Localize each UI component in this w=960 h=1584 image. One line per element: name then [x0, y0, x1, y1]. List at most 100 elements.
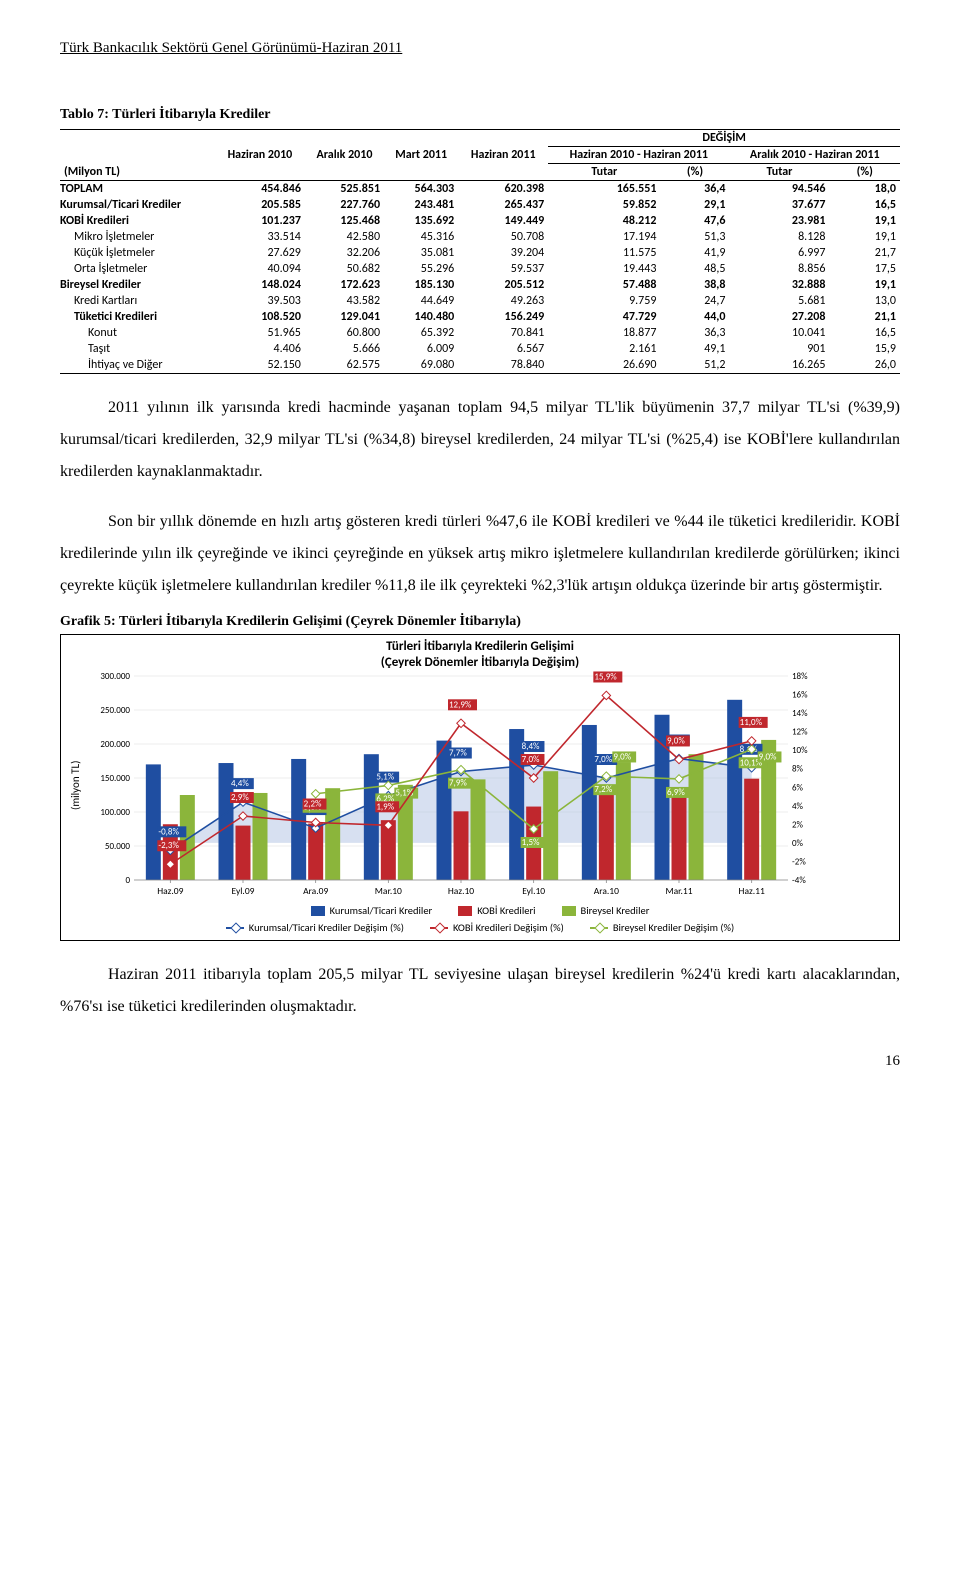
- cell: 26.690: [548, 357, 660, 374]
- row-label: Mikro İşletmeler: [60, 229, 215, 245]
- col-m2011: Mart 2011: [384, 130, 458, 181]
- svg-text:15,9%: 15,9%: [594, 672, 617, 683]
- col-tutar1: Tutar: [548, 164, 660, 181]
- svg-text:18%: 18%: [792, 671, 808, 682]
- col-pct2: (%): [829, 164, 900, 181]
- table-row: KOBİ Kredileri101.237125.468135.692149.4…: [60, 213, 900, 229]
- cell: 454.846: [215, 181, 305, 198]
- legend-line-bireysel: Bireysel Krediler Değişim (%): [590, 921, 734, 934]
- svg-text:150.000: 150.000: [100, 773, 130, 784]
- chart-inner-title: Türleri İtibarıyla Kredilerin Gelişimi (…: [67, 639, 893, 670]
- svg-text:16%: 16%: [792, 690, 808, 701]
- cell: 108.520: [215, 309, 305, 325]
- legend-line-kobi: KOBİ Kredileri Değişim (%): [430, 921, 564, 934]
- cell: 48.212: [548, 213, 660, 229]
- svg-text:12%: 12%: [792, 727, 808, 738]
- table-row: Taşıt4.4065.6666.0096.5672.16149,190115,…: [60, 341, 900, 357]
- cell: 78.840: [458, 357, 548, 374]
- col-chg1: Haziran 2010 - Haziran 2011: [548, 147, 729, 164]
- cell: 10.041: [729, 325, 829, 341]
- svg-text:7,0%: 7,0%: [594, 754, 612, 765]
- row-label: Taşıt: [60, 341, 215, 357]
- cell: 47.729: [548, 309, 660, 325]
- cell: 156.249: [458, 309, 548, 325]
- cell: 16,5: [829, 197, 900, 213]
- col-chg2: Aralık 2010 - Haziran 2011: [729, 147, 900, 164]
- row-label: Konut: [60, 325, 215, 341]
- cell: 19.443: [548, 261, 660, 277]
- cell: 62.575: [305, 357, 384, 374]
- svg-text:50.000: 50.000: [105, 841, 131, 852]
- cell: 17.194: [548, 229, 660, 245]
- row-label: Küçük İşletmeler: [60, 245, 215, 261]
- svg-text:Haz.09: Haz.09: [157, 885, 183, 897]
- svg-text:7,2%: 7,2%: [594, 784, 612, 795]
- svg-text:10%: 10%: [792, 745, 808, 756]
- svg-text:Mar.10: Mar.10: [375, 885, 402, 897]
- svg-text:Eyl.10: Eyl.10: [522, 885, 545, 897]
- col-h2011: Haziran 2011: [458, 130, 548, 181]
- svg-text:-0,8%: -0,8%: [158, 827, 179, 838]
- cell: 47,6: [660, 213, 729, 229]
- cell: 125.468: [305, 213, 384, 229]
- cell: 69.080: [384, 357, 458, 374]
- cell: 41,9: [660, 245, 729, 261]
- cell: 27.208: [729, 309, 829, 325]
- cell: 17,5: [829, 261, 900, 277]
- chart-outer-title: Grafik 5: Türleri İtibarıyla Kredilerin …: [60, 614, 900, 630]
- cell: 265.437: [458, 197, 548, 213]
- cell: 24,7: [660, 293, 729, 309]
- svg-text:2%: 2%: [792, 820, 804, 831]
- cell: 38,8: [660, 277, 729, 293]
- cell: 29,1: [660, 197, 729, 213]
- svg-text:2,9%: 2,9%: [231, 792, 249, 803]
- cell: 6.997: [729, 245, 829, 261]
- cell: 243.481: [384, 197, 458, 213]
- svg-text:7,7%: 7,7%: [449, 748, 467, 759]
- svg-text:250.000: 250.000: [100, 705, 130, 716]
- row-label: Tüketici Kredileri: [60, 309, 215, 325]
- svg-text:300.000: 300.000: [100, 671, 130, 682]
- svg-text:12,9%: 12,9%: [449, 699, 472, 710]
- cell: 525.851: [305, 181, 384, 198]
- cell: 5.666: [305, 341, 384, 357]
- cell: 26,0: [829, 357, 900, 374]
- cell: 19,1: [829, 213, 900, 229]
- cell: 27.629: [215, 245, 305, 261]
- legend-bar-kobi: KOBİ Kredileri: [458, 904, 535, 917]
- cell: 15,9: [829, 341, 900, 357]
- row-label: Orta İşletmeler: [60, 261, 215, 277]
- svg-text:4,4%: 4,4%: [231, 778, 249, 789]
- cell: 165.551: [548, 181, 660, 198]
- cell: 36,3: [660, 325, 729, 341]
- y-left-label: (milyon TL): [67, 670, 84, 900]
- svg-text:2,2%: 2,2%: [304, 799, 322, 810]
- svg-text:1,9%: 1,9%: [376, 801, 394, 812]
- cell: 49.263: [458, 293, 548, 309]
- svg-text:Haz.10: Haz.10: [448, 885, 474, 897]
- svg-text:Haz.11: Haz.11: [739, 885, 765, 897]
- svg-text:0: 0: [125, 875, 130, 886]
- cell: 16.265: [729, 357, 829, 374]
- cell: 49,1: [660, 341, 729, 357]
- cell: 6.009: [384, 341, 458, 357]
- cell: 40.094: [215, 261, 305, 277]
- svg-text:9,0%: 9,0%: [667, 736, 685, 747]
- row-label: İhtiyaç ve Diğer: [60, 357, 215, 374]
- svg-text:-4%: -4%: [792, 875, 806, 886]
- row-label: KOBİ Kredileri: [60, 213, 215, 229]
- svg-text:4%: 4%: [792, 801, 804, 812]
- cell: 149.449: [458, 213, 548, 229]
- page-number: 16: [60, 1053, 900, 1070]
- svg-text:Mar.11: Mar.11: [665, 885, 692, 897]
- paragraph-2: Son bir yıllık dönemde en hızlı artış gö…: [60, 506, 900, 602]
- cell: 18,0: [829, 181, 900, 198]
- plot-area: 050.000100.000150.000200.000250.000300.0…: [84, 670, 893, 900]
- cell: 6.567: [458, 341, 548, 357]
- unit-label: (Milyon TL): [60, 130, 215, 181]
- legend-row1: Kurumsal/Ticari Krediler KOBİ Kredileri …: [67, 904, 893, 917]
- cell: 135.692: [384, 213, 458, 229]
- cell: 19,1: [829, 277, 900, 293]
- cell: 19,1: [829, 229, 900, 245]
- cell: 140.480: [384, 309, 458, 325]
